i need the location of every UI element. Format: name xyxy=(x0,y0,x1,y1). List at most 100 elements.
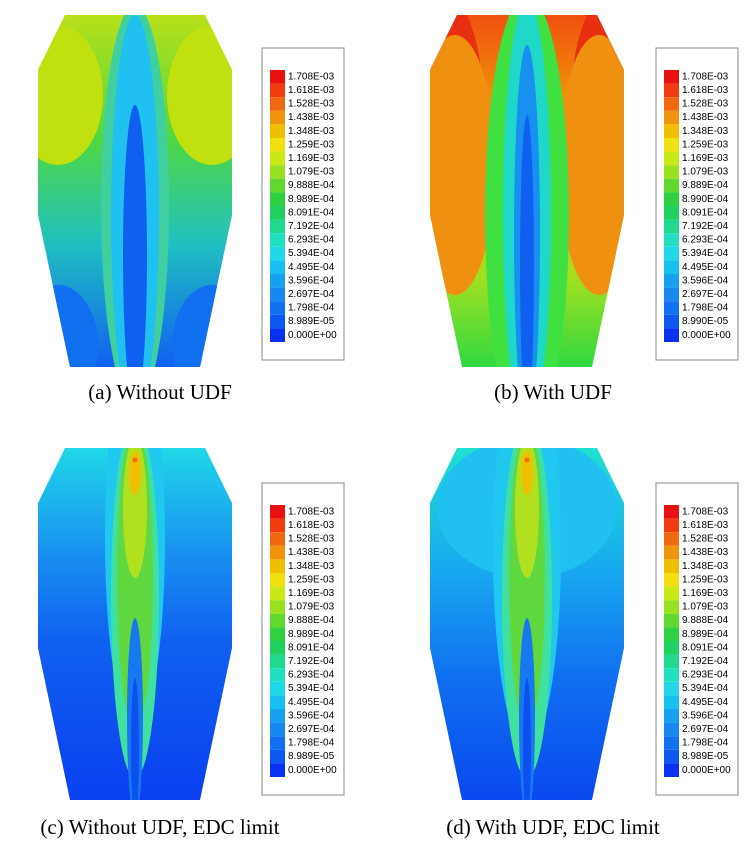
legend-swatch xyxy=(270,681,285,696)
legend-label: 1.259E-03 xyxy=(682,574,729,585)
legend-swatch xyxy=(270,654,285,669)
caption: (c) Without UDF, EDC limit xyxy=(40,815,279,839)
panel xyxy=(38,448,232,800)
legend-label: 7.192E-04 xyxy=(682,656,729,667)
panel xyxy=(430,448,624,800)
legend-label: 6.293E-04 xyxy=(682,670,729,681)
legend-swatch xyxy=(664,573,679,587)
legend-label: 8.091E-04 xyxy=(288,207,335,218)
legend-swatch xyxy=(270,233,285,247)
legend-swatch xyxy=(270,97,285,111)
legend-label: 1.348E-03 xyxy=(288,561,335,572)
legend-swatch xyxy=(664,206,679,220)
legend-label: 8.990E-05 xyxy=(682,316,729,327)
legend-label: 8.990E-04 xyxy=(682,194,729,205)
legend-swatch xyxy=(664,559,679,573)
legend-label: 1.259E-03 xyxy=(682,139,729,150)
legend-swatch xyxy=(270,613,285,628)
legend-label: 8.989E-04 xyxy=(288,194,335,205)
legend-swatch xyxy=(664,654,679,669)
legend-swatch xyxy=(664,151,679,166)
contour-band xyxy=(38,25,103,165)
legend-swatch xyxy=(664,301,679,315)
legend-swatch xyxy=(270,246,285,261)
legend-label: 1.169E-03 xyxy=(682,588,729,599)
contour-field xyxy=(430,15,624,367)
legend-label: 6.293E-04 xyxy=(288,235,335,246)
legend-label: 1.618E-03 xyxy=(682,520,729,531)
legend-label: 1.348E-03 xyxy=(682,561,729,572)
contour-field xyxy=(38,15,232,367)
contour-band xyxy=(38,285,98,367)
legend-label: 1.618E-03 xyxy=(288,520,335,531)
legend-label: 2.697E-04 xyxy=(288,289,335,300)
legend-swatch xyxy=(664,641,679,655)
legend-swatch xyxy=(270,559,285,573)
legend-label: 9.888E-04 xyxy=(288,180,335,191)
legend-label: 1.438E-03 xyxy=(682,112,729,123)
legend-swatch xyxy=(664,695,679,709)
legend-label: 1.528E-03 xyxy=(288,534,335,545)
legend-label: 5.394E-04 xyxy=(682,248,729,259)
legend-swatch xyxy=(664,233,679,247)
legend-swatch xyxy=(270,641,285,655)
legend-label: 1.618E-03 xyxy=(288,85,335,96)
legend-label: 6.293E-04 xyxy=(288,670,335,681)
legend-swatch xyxy=(270,83,285,98)
legend-swatch xyxy=(270,709,285,723)
legend-label: 1.079E-03 xyxy=(288,167,335,178)
legend-label: 1.438E-03 xyxy=(288,547,335,558)
legend-label: 7.192E-04 xyxy=(682,221,729,232)
caption: (d) With UDF, EDC limit xyxy=(446,815,660,839)
legend-swatch xyxy=(664,178,679,193)
legend-swatch xyxy=(664,246,679,261)
contour-band xyxy=(167,25,232,165)
panel xyxy=(430,15,624,367)
legend-label: 3.596E-04 xyxy=(682,275,729,286)
legend-label: 2.697E-04 xyxy=(288,724,335,735)
legend-swatch xyxy=(664,110,679,125)
legend-label: 0.000E+00 xyxy=(288,330,337,341)
legend-swatch xyxy=(270,178,285,193)
legend-swatch xyxy=(270,736,285,750)
contour-band xyxy=(524,457,530,463)
legend-label: 4.495E-04 xyxy=(682,697,729,708)
legend-swatch xyxy=(270,219,285,234)
legend-swatch xyxy=(270,763,285,777)
contour-band xyxy=(559,35,624,295)
legend-swatch xyxy=(664,709,679,723)
legend-label: 1.348E-03 xyxy=(288,126,335,137)
contour-band xyxy=(131,678,139,800)
panel xyxy=(38,15,232,367)
legend-swatch xyxy=(664,600,679,614)
contour-band xyxy=(520,115,534,367)
legend-swatch xyxy=(270,110,285,125)
legend-label: 1.708E-03 xyxy=(682,71,729,82)
legend-label: 4.495E-04 xyxy=(288,697,335,708)
legend-label: 1.618E-03 xyxy=(682,85,729,96)
legend-swatch xyxy=(664,83,679,98)
legend-label: 1.528E-03 xyxy=(288,99,335,110)
contour-field xyxy=(38,448,232,800)
legend-swatch xyxy=(270,586,285,601)
legend-swatch xyxy=(664,274,679,288)
legend-swatch xyxy=(664,70,679,84)
legend-label: 1.438E-03 xyxy=(288,112,335,123)
legend-label: 8.989E-05 xyxy=(682,751,729,762)
legend-swatch xyxy=(270,573,285,587)
legend-label: 1.528E-03 xyxy=(682,534,729,545)
contour-field xyxy=(430,448,624,800)
contour-band xyxy=(123,105,147,367)
legend-swatch xyxy=(664,518,679,533)
legend-label: 1.079E-03 xyxy=(288,602,335,613)
legend-swatch xyxy=(664,219,679,234)
legend-swatch xyxy=(270,274,285,288)
contour-band xyxy=(430,35,495,295)
legend-label: 6.293E-04 xyxy=(682,235,729,246)
legend-label: 2.697E-04 xyxy=(682,289,729,300)
legend-label: 1.169E-03 xyxy=(288,588,335,599)
legend-swatch xyxy=(664,586,679,601)
contour-band xyxy=(132,457,138,463)
legend-swatch xyxy=(664,314,679,329)
